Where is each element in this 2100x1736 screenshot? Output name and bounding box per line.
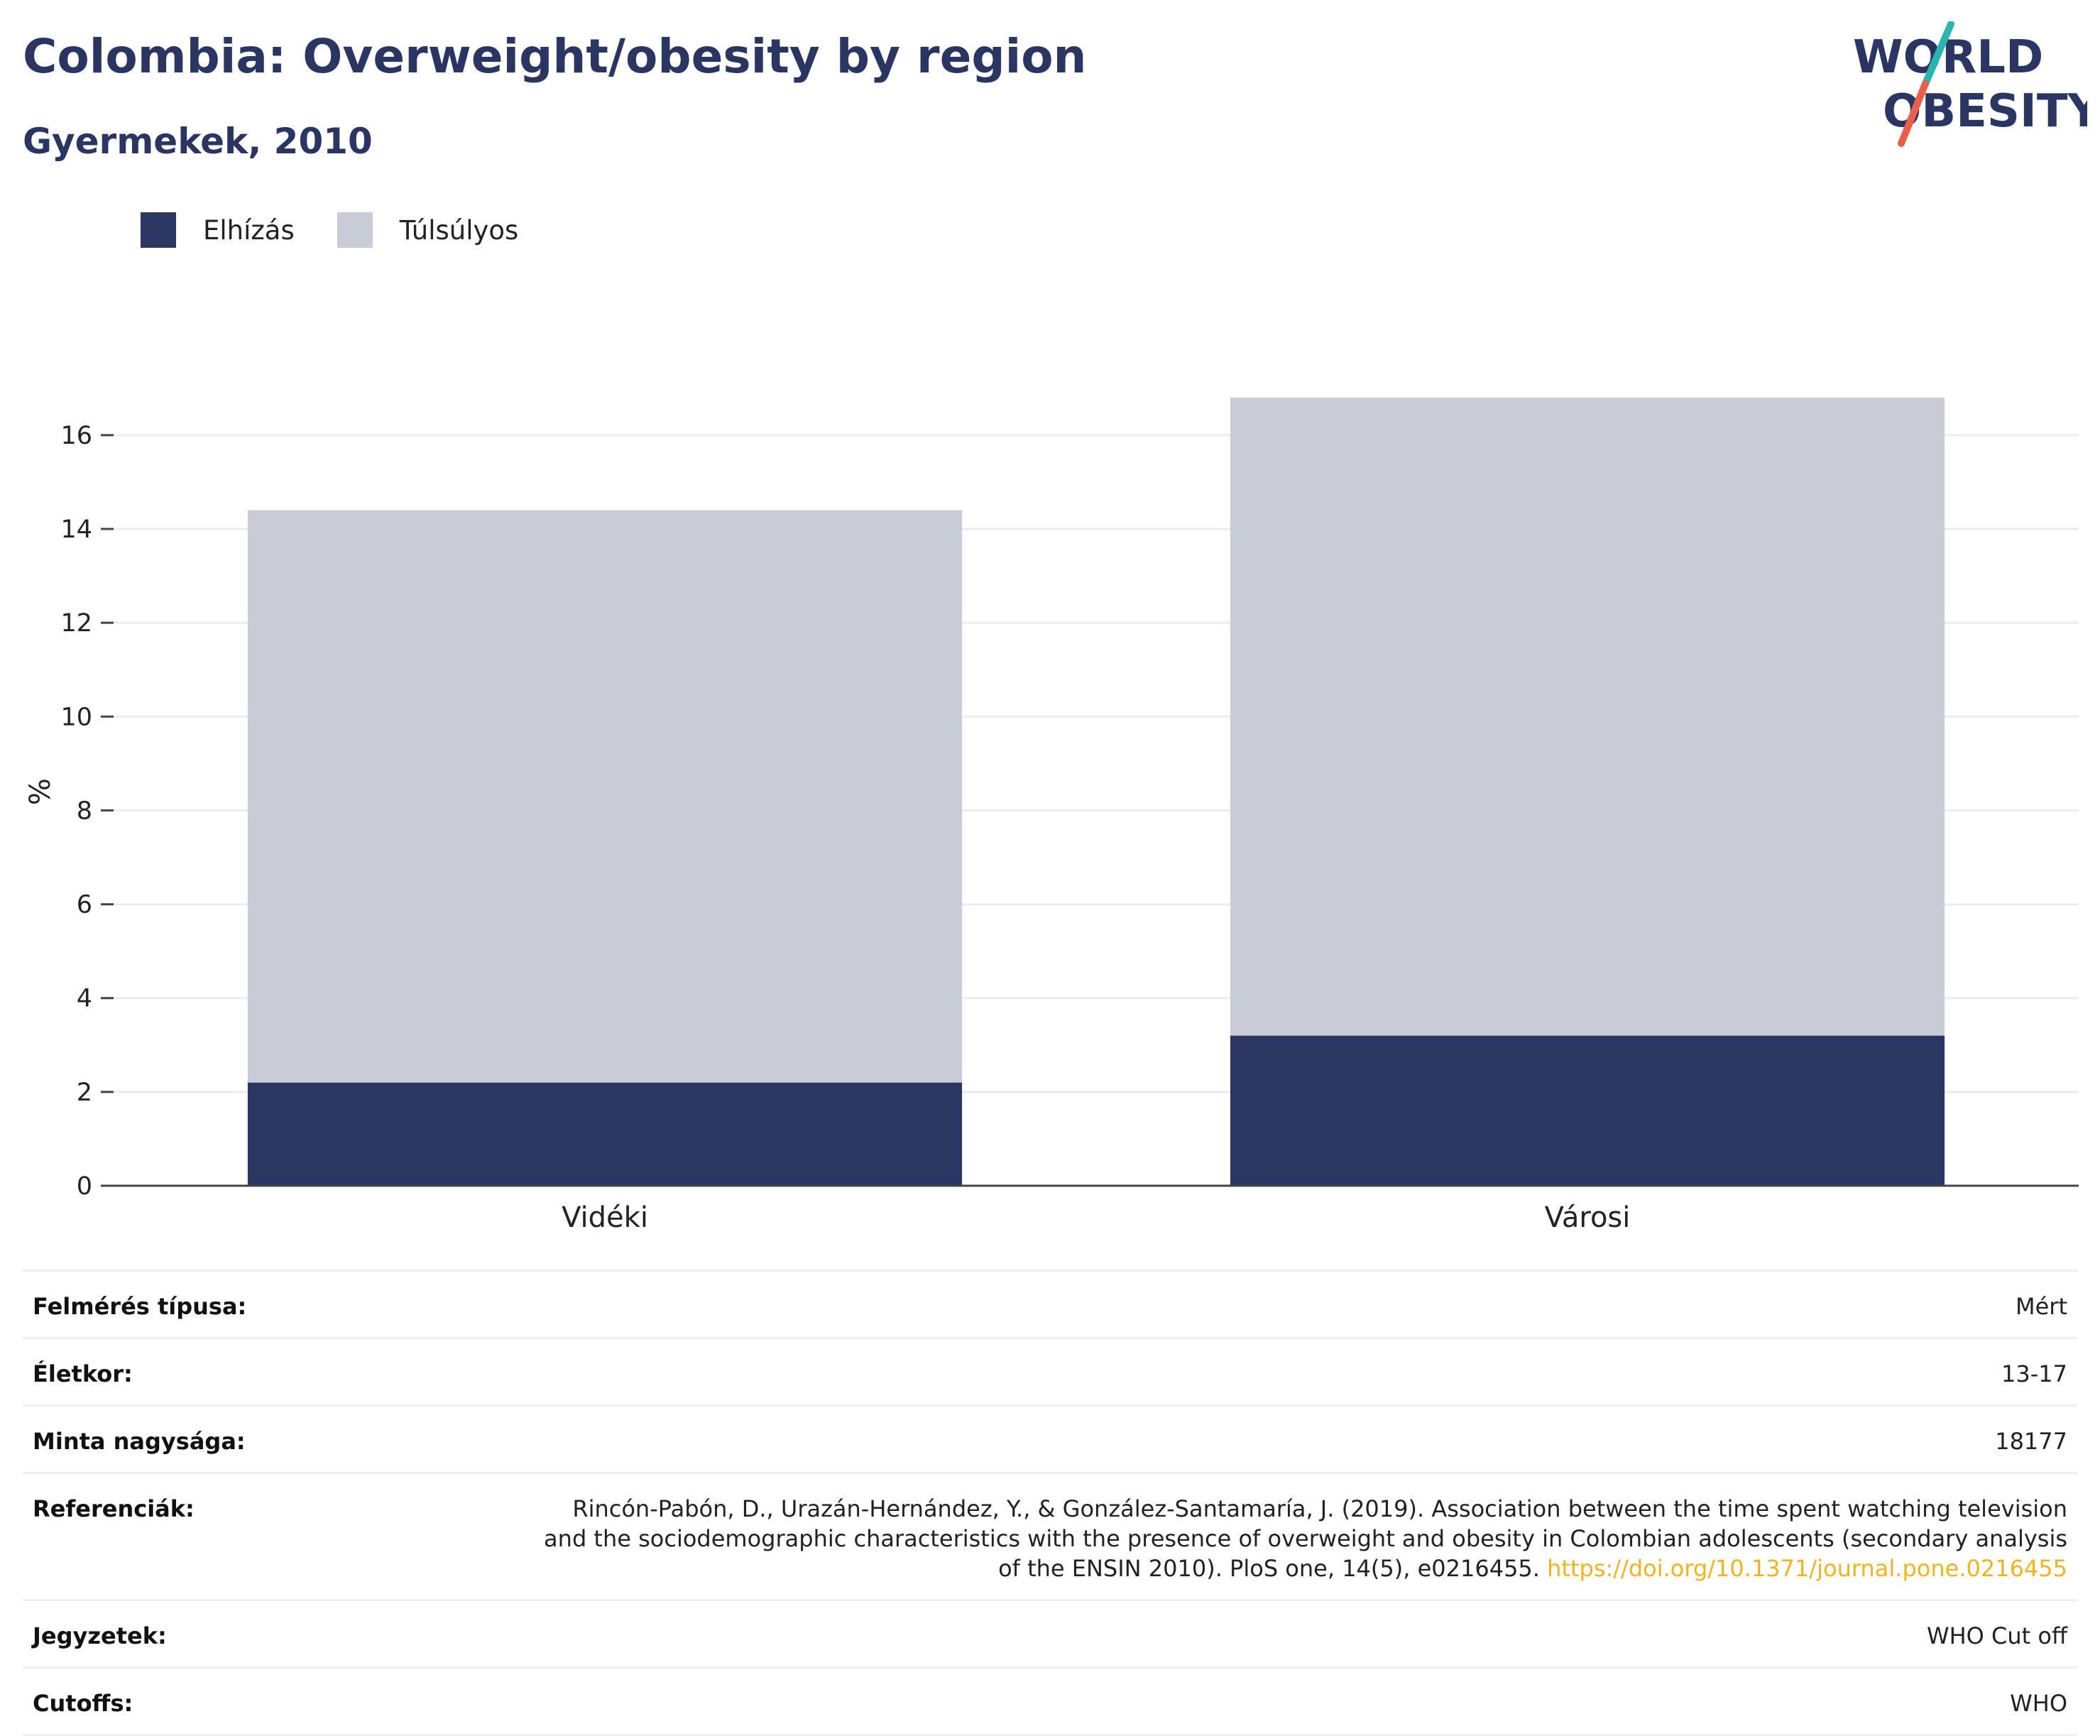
bar-overweight-0 — [247, 510, 963, 1083]
info-row-notes: Jegyzetek: WHO Cut off — [23, 1599, 2077, 1666]
info-value: WHO — [2010, 1690, 2067, 1717]
info-label: Referenciák: — [33, 1495, 195, 1522]
info-row-cutoffs: Cutoffs: WHO — [23, 1666, 2077, 1736]
y-axis-label: % — [24, 778, 57, 805]
legend-swatch-obesity — [141, 212, 176, 248]
logo-slash-bottom — [1898, 80, 1929, 147]
info-label: Életkor: — [33, 1360, 133, 1387]
info-value: 18177 — [1995, 1428, 2067, 1455]
legend-label-overweight: Túlsúlyos — [399, 214, 519, 246]
info-label: Minta nagysága: — [33, 1428, 246, 1455]
y-tick-label: 8 — [77, 797, 92, 825]
bar-overweight-1 — [1230, 398, 1945, 1036]
bar-chart: 0 2 4 6 8 10 12 14 16 Vidéki Városi% — [24, 398, 2079, 1234]
logo-text-world: WORLD — [1853, 31, 2043, 84]
logo-slash-top — [1922, 21, 1954, 87]
info-value-reference: Rincón-Pabón, D., Urazán-Hernández, Y., … — [534, 1494, 2067, 1583]
info-value: 13-17 — [2001, 1360, 2067, 1387]
info-value: WHO Cut off — [1926, 1622, 2067, 1649]
y-tick-label: 4 — [77, 985, 92, 1013]
info-label: Cutoffs: — [33, 1690, 133, 1717]
legend-label-obesity: Elhízás — [203, 214, 295, 246]
reference-doi-link[interactable]: https://doi.org/10.1371/journal.pone.021… — [1547, 1555, 2067, 1582]
info-row-references: Referenciák: Rincón-Pabón, D., Urazán-He… — [23, 1472, 2077, 1599]
info-value: Mért — [2016, 1293, 2067, 1320]
y-tick-label: 12 — [60, 609, 92, 638]
info-label: Jegyzetek: — [33, 1622, 167, 1649]
legend-swatch-overweight — [337, 212, 373, 248]
reference-text: Rincón-Pabón, D., Urazán-Hernández, Y., … — [544, 1495, 2067, 1582]
bar-obesity-0 — [247, 1082, 963, 1186]
info-table: Felmérés típusa: Mért Életkor: 13-17 Min… — [23, 1270, 2077, 1736]
y-tick-label: 0 — [77, 1172, 92, 1201]
y-tick-label: 14 — [60, 515, 92, 544]
info-row-sample-size: Minta nagysága: 18177 — [23, 1404, 2077, 1472]
world-obesity-logo: WORLD OBESITY — [1853, 21, 2087, 147]
x-tick-label: Vidéki — [562, 1201, 648, 1234]
y-tick-label: 10 — [60, 703, 92, 731]
chart-subtitle: Gyermekek, 2010 — [23, 121, 373, 162]
legend-item-overweight[interactable]: Túlsúlyos — [337, 212, 519, 248]
info-label: Felmérés típusa: — [33, 1293, 247, 1320]
x-tick-label: Városi — [1545, 1201, 1631, 1234]
legend-item-obesity[interactable]: Elhízás — [141, 212, 295, 248]
chart-title: Colombia: Overweight/obesity by region — [23, 29, 1087, 84]
y-tick-label: 16 — [60, 422, 92, 450]
info-row-survey-type: Felmérés típusa: Mért — [23, 1270, 2077, 1337]
y-tick-label: 6 — [77, 891, 92, 919]
info-row-age: Életkor: 13-17 — [23, 1337, 2077, 1404]
y-tick-label: 2 — [77, 1079, 92, 1107]
bar-obesity-1 — [1230, 1035, 1945, 1186]
chart-legend: Elhízás Túlsúlyos — [141, 212, 561, 249]
